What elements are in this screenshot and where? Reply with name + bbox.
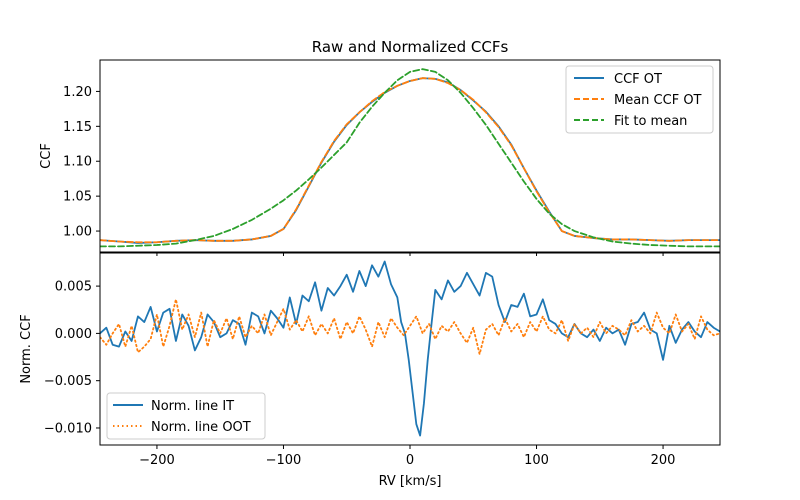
legend-label-ccf-ot: CCF OT <box>614 72 662 87</box>
top-y-tick-label: 1.05 <box>63 190 92 205</box>
top-y-tick-label: 1.00 <box>63 225 92 240</box>
top-panel: 1.00 1.05 1.10 1.15 1.20 CCF CCF OT Mean CCF… <box>39 59 721 256</box>
legend-label-norm-line-oot: Norm. line OOT <box>151 420 251 435</box>
bottom-axes-frame <box>99 252 721 446</box>
top-y-ticks: 1.00 1.05 1.10 1.15 1.20 <box>63 85 664 256</box>
x-tick-label: 200 <box>651 453 676 468</box>
bottom-y-tick-label: 0.005 <box>55 280 92 295</box>
series-line-fit-to-mean <box>100 68 720 248</box>
top-legend: CCF OT Mean CCF OT Fit to mean <box>565 65 714 134</box>
top-y-tick-label: 1.10 <box>63 155 92 170</box>
chart-title: Raw and Normalized CCFs <box>312 38 509 56</box>
bottom-y-ticks: −0.010 −0.005 0.000 0.005 <box>44 280 100 436</box>
legend-label-norm-line-it: Norm. line IT <box>151 399 234 414</box>
top-series-group <box>100 68 720 248</box>
series-line-norm-line-oot <box>100 298 720 356</box>
bottom-y-tick-label: 0.000 <box>55 327 92 342</box>
top-legend-box <box>565 65 714 134</box>
bottom-y-tick-label: −0.005 <box>44 374 92 389</box>
x-tick-label: 100 <box>524 453 549 468</box>
bottom-x-ticks: −200 −100 0 100 200 <box>139 445 675 468</box>
bottom-y-tick-label: −0.010 <box>44 421 92 436</box>
bottom-legend-box <box>106 392 266 440</box>
top-y-tick-label: 1.15 <box>63 120 92 135</box>
x-tick-label: −100 <box>266 453 302 468</box>
legend-label-fit-to-mean: Fit to mean <box>614 114 687 129</box>
series-line-mean-ccf-ot <box>100 77 720 244</box>
x-tick-label: 0 <box>406 453 414 468</box>
top-axes-frame <box>99 59 721 253</box>
legend-label-mean-ccf-ot: Mean CCF OT <box>614 93 702 108</box>
bottom-y-axis-label: Norm. CCF <box>19 314 34 383</box>
top-y-axis-label: CCF <box>39 143 54 169</box>
bottom-series-group <box>100 260 720 437</box>
series-line-norm-line-it <box>100 260 720 437</box>
top-y-tick-label: 1.20 <box>63 85 92 100</box>
bottom-panel: −0.010 −0.005 0.000 0.005 −200 −100 0 100 200 N… <box>19 252 721 489</box>
bottom-legend: Norm. line IT Norm. line OOT <box>106 392 266 440</box>
x-axis-label: RV [km/s] <box>379 474 442 489</box>
x-tick-label: −200 <box>139 453 175 468</box>
